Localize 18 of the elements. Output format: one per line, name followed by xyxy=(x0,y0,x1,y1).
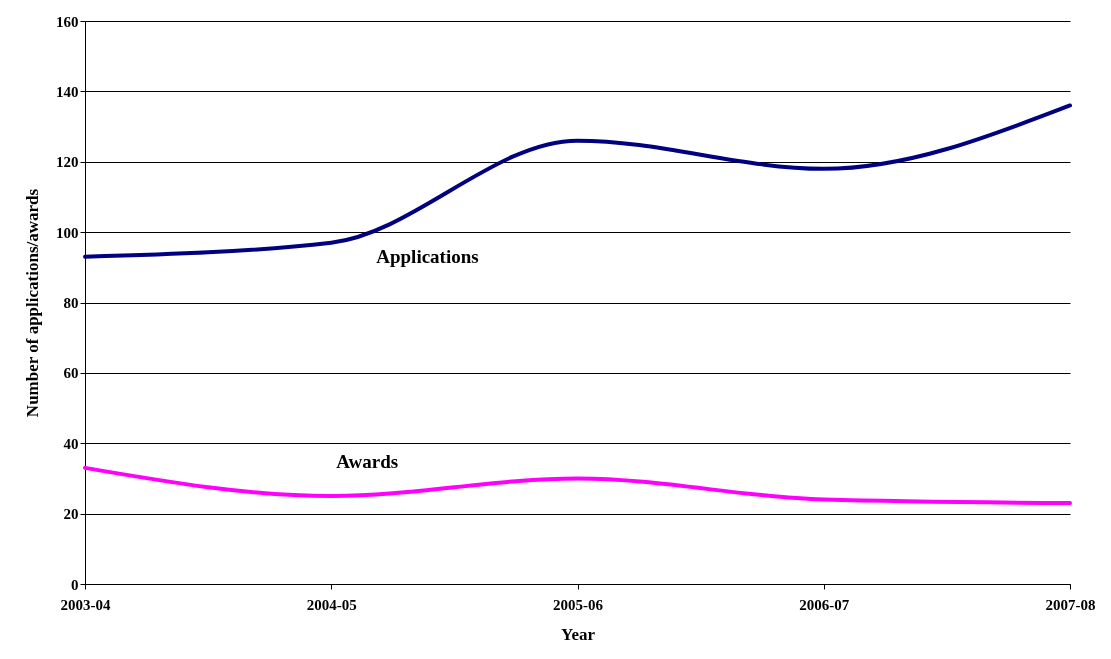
x-axis-title: Year xyxy=(561,624,596,644)
series-label: Applications xyxy=(376,245,479,267)
y-tick-label: 140 xyxy=(56,83,79,100)
y-tick-label: 60 xyxy=(63,365,79,382)
x-tick-label: 2006-07 xyxy=(799,596,850,613)
y-tick-label: 40 xyxy=(63,435,79,452)
y-axis-title: Number of applications/awards xyxy=(23,188,42,418)
x-tick-label: 2004-05 xyxy=(306,596,357,613)
y-tick-label: 100 xyxy=(56,224,79,241)
y-tick-label: 20 xyxy=(63,506,79,523)
y-tick-label: 0 xyxy=(71,576,79,593)
y-tick-label: 120 xyxy=(56,154,79,171)
series-label: Awards xyxy=(336,451,399,473)
y-tick-label: 160 xyxy=(56,13,79,30)
x-tick-label: 2003-04 xyxy=(60,596,111,613)
x-tick-label: 2005-06 xyxy=(553,596,604,613)
y-tick-label: 80 xyxy=(63,295,79,311)
x-tick-label: 2007-08 xyxy=(1045,596,1096,613)
